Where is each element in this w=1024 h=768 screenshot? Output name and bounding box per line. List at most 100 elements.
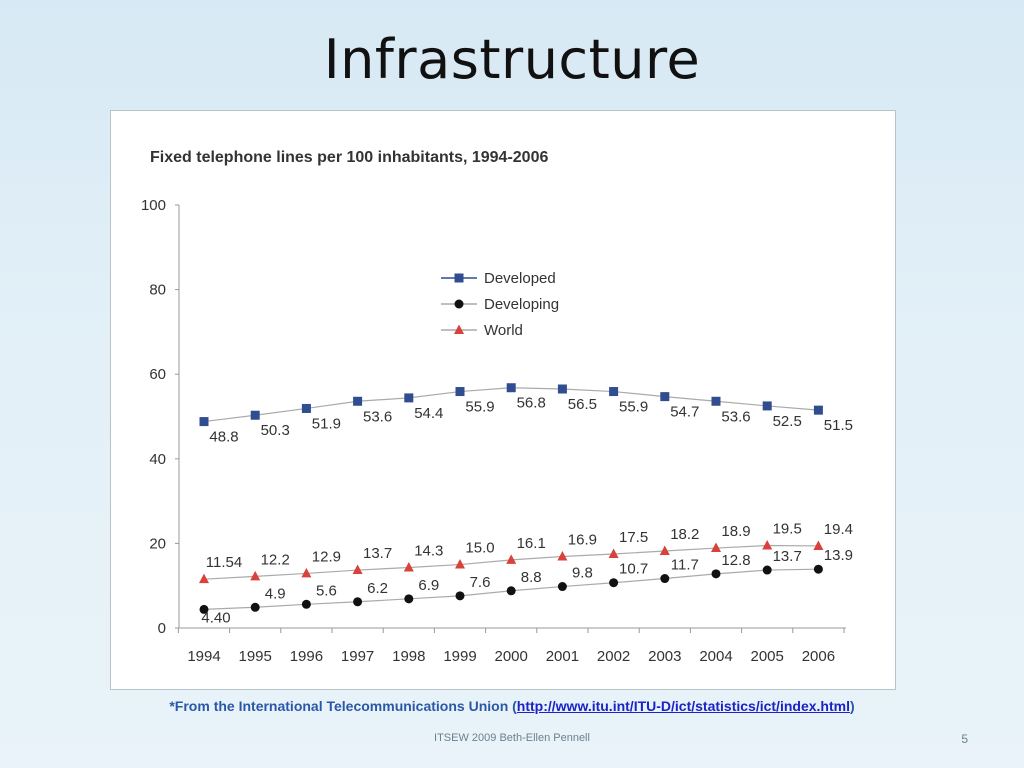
slide-footer: ITSEW 2009 Beth-Ellen Pennell	[434, 732, 590, 744]
developing-data-label: 7.6	[470, 574, 491, 591]
x-tick-label: 1996	[290, 648, 323, 665]
x-tick-label: 2004	[699, 648, 732, 665]
footnote-suffix: )	[849, 698, 855, 714]
developed-point	[609, 387, 619, 397]
developed-point	[199, 417, 209, 427]
world-data-label: 13.7	[363, 545, 392, 562]
developed-data-label: 54.7	[670, 404, 699, 421]
developed-point	[455, 387, 465, 397]
world-point	[403, 562, 414, 572]
legend-label-developed: Developed	[484, 270, 556, 287]
page-number: 5	[961, 732, 968, 746]
developing-data-label: 9.8	[572, 565, 593, 582]
x-tick-label: 2000	[495, 648, 528, 665]
slide-title: Infrastructure	[323, 28, 701, 91]
world-data-label: 16.1	[517, 535, 546, 552]
world-data-label: 19.5	[773, 521, 802, 538]
world-point	[608, 548, 619, 558]
world-point	[455, 559, 465, 569]
legend-label-developing: Developing	[484, 296, 559, 313]
developing-point	[506, 586, 516, 596]
legend-label-world: World	[484, 322, 523, 339]
world-point	[250, 570, 261, 581]
world-data-label: 15.0	[465, 540, 494, 557]
developing-point	[455, 591, 465, 601]
x-tick-label: 2003	[648, 648, 681, 665]
x-tick-label: 1998	[392, 648, 425, 665]
world-data-label: 12.2	[261, 551, 290, 568]
developed-data-label: 56.8	[517, 395, 546, 412]
source-footnote: *From the International Telecommunicatio…	[0, 698, 1024, 714]
developed-data-label: 48.8	[209, 429, 238, 446]
world-data-label: 11.54	[206, 554, 242, 571]
developed-point	[506, 383, 516, 393]
world-point	[813, 540, 824, 550]
y-tick-label: 0	[158, 620, 166, 637]
developing-point	[609, 578, 619, 588]
source-link[interactable]: http://www.itu.int/ITU-D/ict/statistics/…	[516, 698, 850, 714]
y-tick-label: 40	[149, 451, 166, 468]
developing-point	[557, 582, 567, 592]
developed-point	[762, 401, 772, 411]
world-point	[352, 564, 363, 575]
chart-title: Fixed telephone lines per 100 inhabitant…	[150, 149, 548, 166]
developing-point	[404, 594, 414, 604]
developing-data-label: 10.7	[619, 561, 648, 578]
world-point	[762, 540, 773, 550]
developed-data-label: 52.5	[773, 413, 802, 430]
world-data-label: 14.3	[414, 543, 443, 560]
x-tick-label: 2006	[802, 648, 835, 665]
developed-point	[557, 384, 567, 394]
world-data-label: 18.9	[721, 523, 750, 540]
x-tick-label: 2001	[546, 648, 579, 665]
developing-point	[301, 599, 311, 609]
world-data-label: 12.9	[312, 548, 341, 565]
developed-point	[353, 396, 363, 406]
world-data-label: 19.4	[824, 521, 853, 538]
world-point	[557, 551, 568, 561]
developed-point	[711, 396, 721, 406]
developing-data-label: 13.9	[824, 547, 853, 564]
world-point	[301, 567, 312, 578]
x-tick-label: 1999	[443, 648, 476, 665]
chart-container: Fixed telephone lines per 100 inhabitant…	[110, 110, 896, 690]
developing-data-label: 12.8	[721, 552, 750, 569]
developed-data-label: 53.6	[363, 408, 392, 425]
developed-point	[404, 393, 414, 403]
world-point	[506, 554, 517, 564]
world-data-label: 17.5	[619, 529, 648, 546]
developed-data-label: 53.6	[721, 408, 750, 425]
developing-data-label: 5.6	[316, 582, 337, 599]
developed-data-label: 55.9	[619, 399, 648, 416]
developing-data-label: 6.9	[418, 577, 439, 594]
developed-data-label: 51.9	[312, 415, 341, 432]
y-tick-label: 60	[149, 366, 166, 383]
developed-data-label: 55.9	[465, 399, 494, 416]
x-tick-label: 1994	[187, 648, 220, 665]
developed-point	[813, 405, 823, 415]
line-chart: Fixed telephone lines per 100 inhabitant…	[141, 149, 853, 665]
world-point	[711, 542, 721, 553]
developed-data-label: 56.5	[568, 396, 597, 413]
developing-data-label: 11.7	[671, 557, 699, 574]
developing-data-label: 6.2	[367, 580, 388, 597]
y-tick-label: 20	[149, 535, 166, 552]
developed-data-label: 54.4	[414, 405, 443, 422]
x-tick-label: 2002	[597, 648, 630, 665]
developing-point	[813, 564, 823, 574]
developing-point	[660, 574, 670, 584]
developed-point	[660, 392, 670, 402]
developing-point	[762, 565, 772, 575]
developed-point	[301, 403, 311, 413]
developing-data-label: 4.9	[265, 585, 286, 602]
world-data-label: 18.2	[670, 526, 699, 543]
y-tick-label: 100	[141, 197, 166, 214]
x-tick-label: 1995	[239, 648, 272, 665]
developing-data-label: 4.40	[201, 609, 230, 626]
x-tick-label: 1997	[341, 648, 374, 665]
x-tick-label: 2005	[751, 648, 784, 665]
developing-data-label: 8.8	[521, 569, 542, 586]
developed-data-label: 51.5	[824, 417, 853, 434]
developing-data-label: 13.7	[773, 548, 802, 565]
world-point	[659, 545, 670, 556]
